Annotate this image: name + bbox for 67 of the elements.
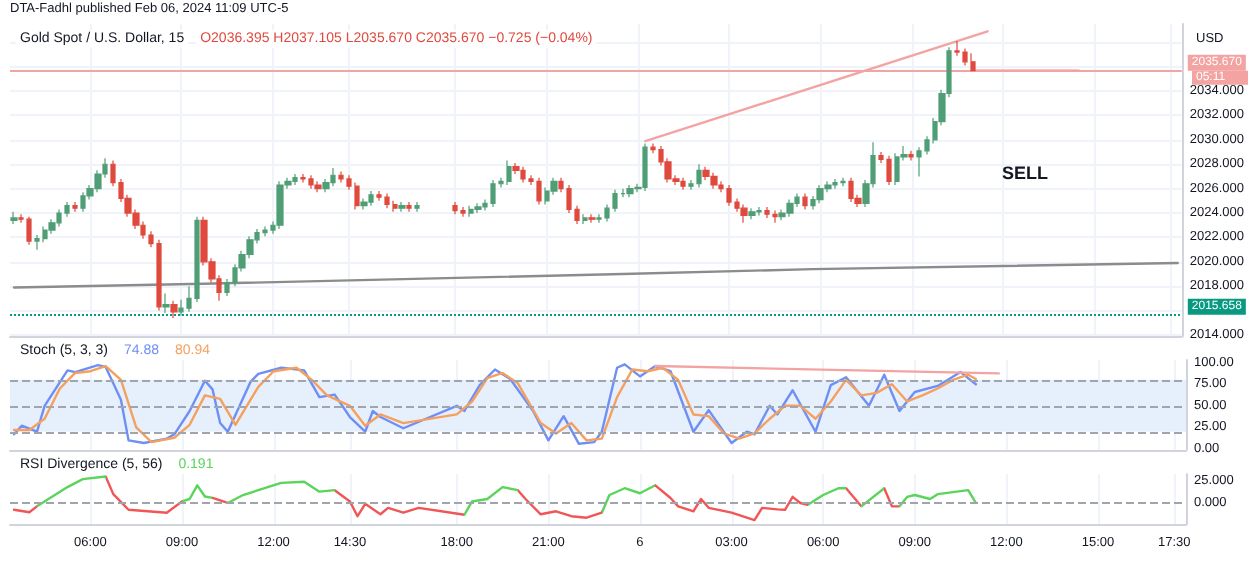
candlestick (452, 201, 458, 215)
candlestick (756, 206, 762, 217)
candlestick (702, 166, 710, 181)
candlestick (626, 184, 634, 198)
candlestick (34, 234, 40, 251)
candlestick (414, 201, 420, 213)
candlestick (292, 173, 298, 186)
candlestick (26, 216, 32, 246)
candlestick (170, 300, 178, 319)
candlestick (314, 180, 322, 193)
candlestick (460, 206, 466, 218)
candlestick (786, 199, 794, 218)
candlestick (398, 201, 406, 213)
candlestick (368, 190, 374, 207)
candlestick (908, 150, 914, 162)
candlestick (748, 207, 756, 220)
candlestick (832, 178, 838, 190)
candlestick (64, 201, 70, 218)
candlestick (642, 142, 648, 192)
candlestick (954, 40, 960, 57)
candlestick (506, 160, 512, 186)
candlestick (848, 177, 854, 203)
candlestick (80, 191, 86, 213)
candlestick (970, 52, 976, 72)
candlestick (10, 211, 18, 225)
candlestick (680, 177, 686, 191)
candlestick (490, 179, 496, 208)
candlestick (764, 206, 770, 219)
candlestick (338, 170, 344, 184)
candlestick (330, 167, 336, 187)
candlestick (840, 177, 846, 187)
candlestick (772, 210, 778, 224)
candlestick (156, 239, 162, 312)
candlestick (582, 213, 588, 225)
candlestick (512, 162, 520, 175)
candlestick (42, 225, 48, 243)
candlestick (696, 163, 702, 189)
annotation: SELL (1002, 163, 1050, 183)
line-series (12, 261, 1179, 289)
candlestick (536, 177, 542, 206)
candlestick (56, 208, 62, 228)
candlestick (962, 47, 968, 67)
candlestick (740, 203, 748, 224)
candlestick (360, 197, 368, 210)
candlestick (474, 202, 482, 214)
candlestick (520, 166, 526, 184)
candlestick (816, 184, 824, 204)
candlestick (376, 190, 382, 202)
candlestick (392, 200, 398, 213)
line-series (12, 475, 978, 522)
candlestick (726, 184, 732, 207)
candlestick (468, 205, 474, 218)
candlestick (778, 208, 786, 221)
candlestick (802, 192, 808, 210)
candlestick (544, 186, 550, 206)
candlestick (886, 155, 892, 186)
candlestick (162, 292, 170, 314)
candlestick (894, 152, 900, 186)
candlestick (72, 201, 78, 213)
candlestick (596, 213, 602, 224)
candlestick (276, 180, 284, 230)
candlestick (406, 201, 412, 213)
candlestick (308, 174, 314, 190)
candlestick (262, 225, 268, 237)
candlestick (384, 192, 390, 209)
candlestick (354, 181, 360, 210)
candlestick (710, 172, 718, 190)
